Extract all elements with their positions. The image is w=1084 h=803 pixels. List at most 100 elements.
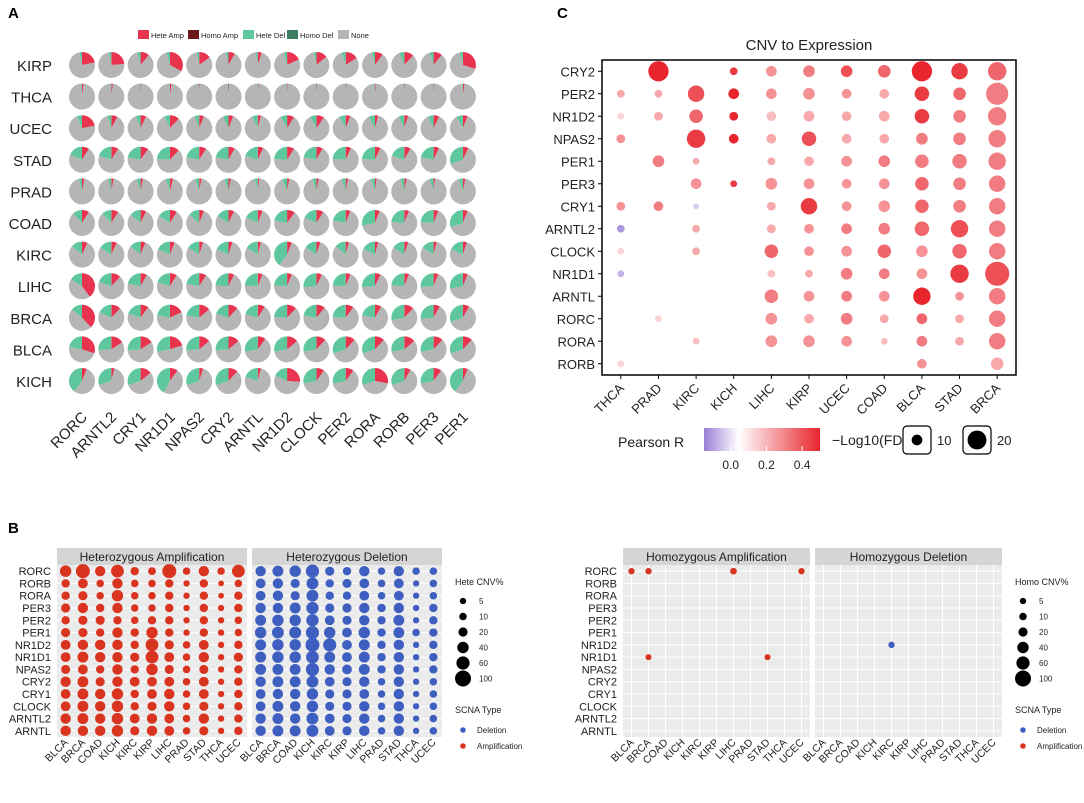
data-point: [952, 153, 967, 169]
data-point: [953, 132, 966, 146]
data-point: [289, 651, 301, 663]
data-point: [358, 626, 370, 639]
data-point: [111, 712, 124, 725]
pie-slice-hete-amp: [316, 115, 325, 129]
pie-slice-none: [186, 83, 213, 110]
pie-slice-none: [98, 83, 125, 110]
pie-slice-hete-amp: [199, 273, 207, 287]
pie-slice-none: [362, 148, 389, 173]
data-point: [164, 688, 175, 700]
data-point: [730, 567, 737, 575]
pie-slice-hete-del: [246, 241, 258, 255]
data-point: [342, 578, 352, 589]
pie-slice-hete-del: [127, 336, 141, 351]
data-point: [955, 336, 964, 346]
pie-slice-hete-del: [186, 304, 200, 318]
pie-slice-hete-del: [165, 178, 170, 192]
data-point: [689, 109, 703, 124]
pie-slice-none: [186, 368, 213, 395]
data-point: [429, 567, 438, 575]
pie-slice-none: [391, 210, 418, 236]
data-point: [234, 603, 243, 613]
data-point: [324, 725, 335, 736]
data-point: [764, 289, 779, 304]
pie-slice-hete-del: [169, 83, 170, 97]
data-point: [841, 88, 852, 99]
data-point: [765, 177, 778, 190]
data-point: [878, 290, 890, 302]
pie-slice-hete-amp: [316, 83, 318, 97]
data-point: [94, 651, 106, 663]
pie-slice-none: [332, 307, 359, 331]
pie-slice-hete-del: [361, 209, 375, 226]
pie-slice-hete-del: [399, 51, 405, 65]
row-label: BLCA: [13, 342, 52, 359]
data-point: [988, 152, 1006, 170]
pie-slice-hete-del: [275, 368, 288, 381]
col-label: UCEC: [816, 381, 853, 418]
pie-slice-hete-amp: [462, 52, 476, 70]
data-point: [841, 245, 852, 257]
pie-slice-none: [156, 242, 183, 268]
data-point: [358, 639, 370, 651]
pie-slice-hete-del: [286, 83, 288, 97]
pie-slice-hete-amp: [228, 83, 230, 97]
pie-slice-hete-del: [156, 146, 170, 160]
pie-slice-hete-amp: [433, 115, 440, 129]
pie-slice-none: [303, 148, 330, 173]
pie-slice-none: [332, 242, 359, 268]
facet-title: Homozygous Amplification: [646, 550, 787, 564]
data-point: [841, 155, 852, 167]
data-point: [342, 664, 352, 675]
data-point: [217, 617, 225, 624]
row-label: PER1: [22, 628, 51, 640]
pie-slice-none: [186, 148, 213, 173]
data-point: [255, 689, 266, 699]
type-legend-label: Deletion: [1037, 726, 1066, 735]
row-label: STAD: [13, 153, 52, 170]
row-label: BRCA: [10, 311, 52, 328]
data-point: [342, 639, 352, 650]
panel-label-b: B: [8, 520, 19, 537]
data-point: [323, 638, 337, 652]
pie-slice-none: [69, 52, 96, 78]
row-label: NPAS2: [16, 664, 51, 676]
pie-slice-hete-del: [246, 210, 258, 223]
data-point: [199, 628, 209, 637]
data-point: [95, 628, 105, 637]
pie-slice-hete-amp: [228, 336, 239, 350]
pie-slice-hete-amp: [462, 178, 466, 192]
data-point: [393, 565, 405, 577]
data-point: [955, 314, 964, 324]
data-point: [342, 627, 352, 638]
pie-slice-none: [391, 341, 418, 363]
data-point: [377, 616, 386, 625]
type-legend-title: SCNA Type: [1015, 705, 1061, 715]
data-point: [60, 713, 71, 724]
data-point: [272, 614, 284, 627]
pie-slice-hete-amp: [82, 83, 84, 97]
col-label: KIRP: [783, 381, 815, 413]
pie-slice-hete-amp: [228, 273, 235, 287]
data-point: [183, 629, 190, 636]
pie-slice-hete-amp: [316, 336, 326, 350]
data-point: [95, 677, 105, 687]
data-point: [305, 637, 320, 652]
pie-slice-hete-del: [245, 146, 258, 160]
pie-slice-none: [362, 115, 389, 142]
data-point: [342, 689, 352, 699]
data-point: [61, 591, 70, 600]
pie-slice-hete-amp: [140, 146, 149, 160]
pie-slice-hete-amp: [257, 83, 259, 97]
pie-slice-hete-del: [77, 115, 82, 129]
data-point: [359, 689, 370, 699]
data-point: [271, 626, 284, 639]
pie-slice-none: [274, 274, 301, 300]
pie-slice-hete-del: [79, 51, 82, 65]
data-point: [730, 180, 738, 188]
pie-slice-hete-del: [449, 210, 463, 228]
pie-slice-hete-del: [451, 241, 463, 255]
col-label: KICH: [707, 381, 740, 414]
data-point: [198, 713, 210, 724]
data-point: [306, 577, 319, 590]
